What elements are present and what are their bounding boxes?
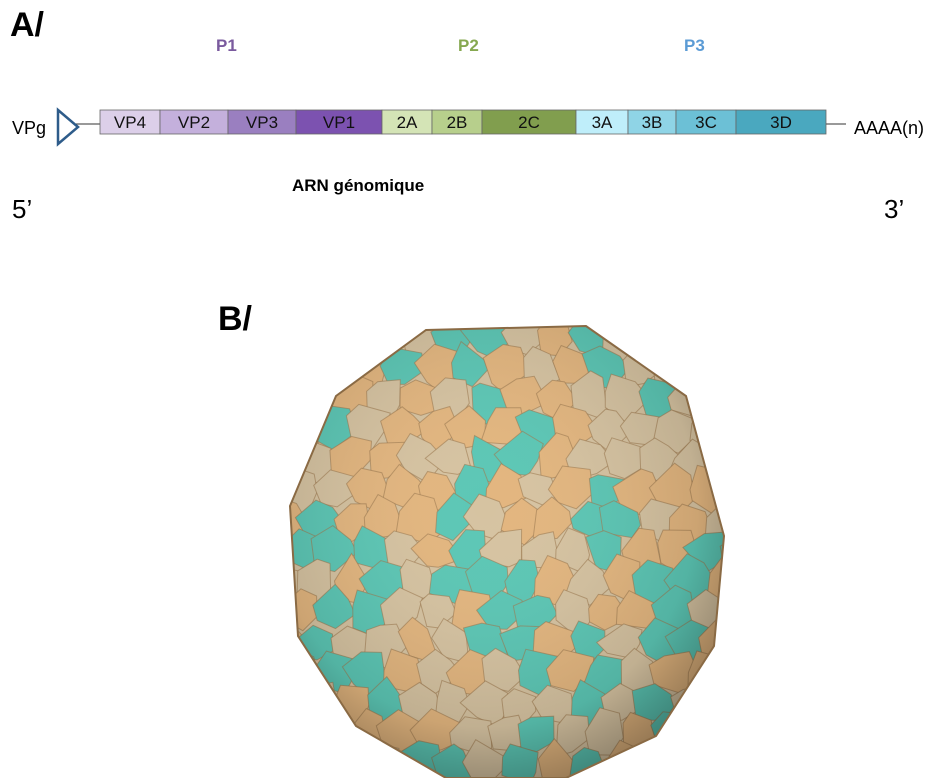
five-prime-label: 5’ <box>12 194 33 224</box>
segment-label-2c: 2C <box>518 113 540 132</box>
segment-2b <box>431 109 483 135</box>
segment-3c <box>675 109 737 135</box>
segment-2c <box>481 109 577 135</box>
segment-2a <box>381 109 433 135</box>
segment-label-vp1: VP1 <box>323 113 355 132</box>
segment-3d <box>735 109 827 135</box>
three-prime-label: 3’ <box>884 194 905 224</box>
region-label-p2: P2 <box>458 36 479 55</box>
genomic-rna-caption: ARN génomique <box>292 176 425 195</box>
segment-label-3a: 3A <box>592 113 613 132</box>
segment-label-3d: 3D <box>770 113 792 132</box>
segment-label-3c: 3C <box>695 113 717 132</box>
segment-label-vp4: VP4 <box>114 113 146 132</box>
genome-diagram: VP4 VP2 VP3 VP1 2A 2B 2C 3A 3B 3C 3D VPg AAAA(n) <box>12 107 924 147</box>
region-label-p3: P3 <box>684 36 705 55</box>
segment-3b <box>627 109 677 135</box>
segment-vp1 <box>295 109 383 135</box>
segment-label-2b: 2B <box>447 113 468 132</box>
segment-label-vp2: VP2 <box>178 113 210 132</box>
panel-b-label: B/ <box>218 300 252 338</box>
segment-vp2 <box>159 109 229 135</box>
segment-label-3b: 3B <box>642 113 663 132</box>
poly-a-label: AAAA(n) <box>854 118 924 138</box>
segment-vp3 <box>227 109 297 135</box>
capsid-structure-image <box>288 324 726 778</box>
panel-a-label: A/ <box>10 6 44 44</box>
polyprotein-segments: VP4 VP2 VP3 VP1 2A 2B 2C 3A 3B 3C 3D <box>99 109 827 135</box>
vpg-triangle-icon <box>56 107 80 147</box>
segment-label-2a: 2A <box>397 113 418 132</box>
vpg-label: VPg <box>12 118 46 138</box>
segment-3a <box>575 109 629 135</box>
region-label-p1: P1 <box>216 36 237 55</box>
segment-label-vp3: VP3 <box>246 113 278 132</box>
